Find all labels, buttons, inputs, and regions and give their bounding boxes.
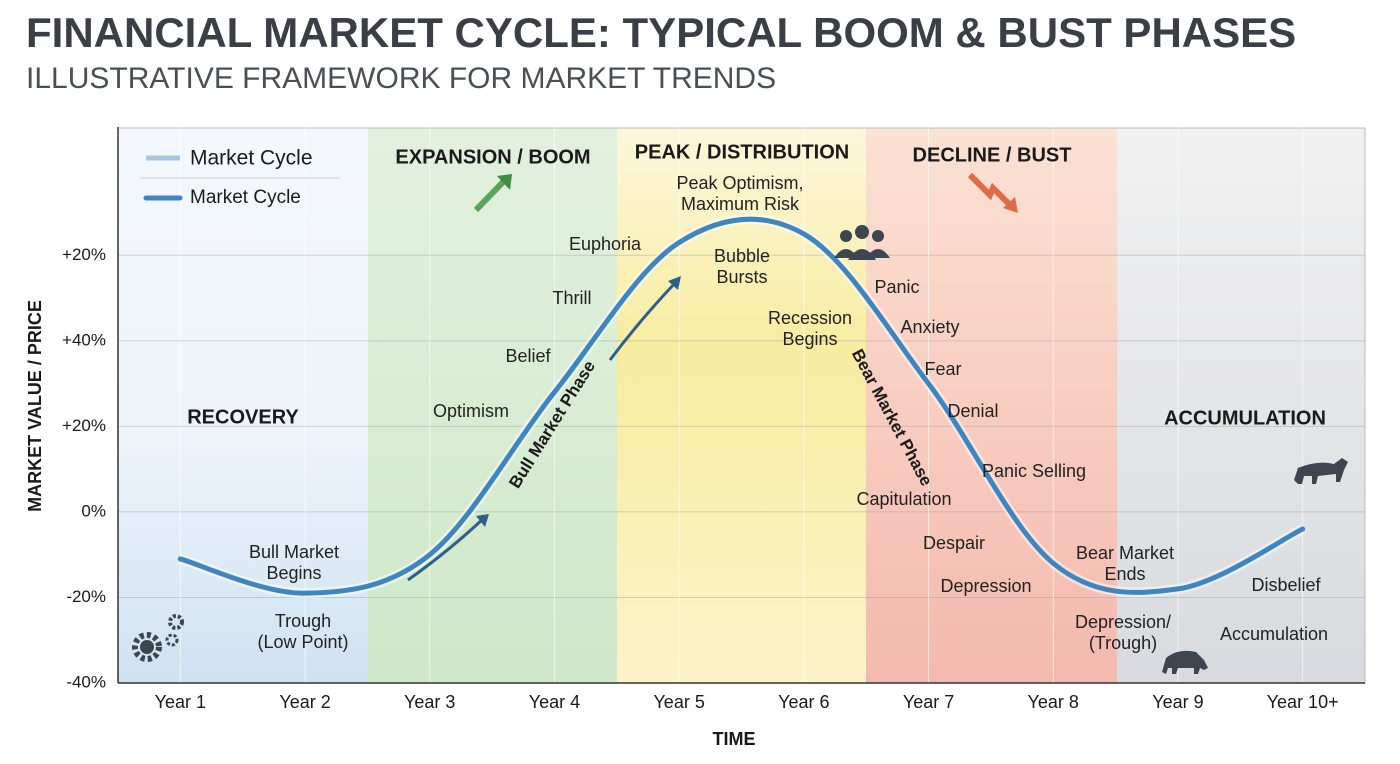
x-tick-label: Year 7 — [903, 692, 954, 712]
boom-arrow — [473, 177, 508, 213]
annotation: (Trough) — [1089, 633, 1157, 653]
x-axis-label: TIME — [713, 729, 756, 749]
phase-label: ACCUMULATION — [1164, 407, 1326, 429]
y-tick-label: +40% — [62, 330, 106, 349]
legend-label: Market Cycle — [190, 187, 301, 208]
x-tick-label: Year 4 — [529, 692, 580, 712]
bull-icon — [1294, 458, 1348, 484]
people-icon — [834, 225, 890, 260]
x-tick-label: Year 9 — [1152, 692, 1203, 712]
annotation: Depression — [940, 576, 1031, 596]
annotation: Panic Selling — [982, 461, 1086, 481]
phase-label: EXPANSION / BOOM — [395, 146, 590, 168]
cycle-line — [177, 216, 1306, 596]
y-axis-label: MARKET VALUE / PRICE — [25, 300, 45, 512]
annotation: Euphoria — [569, 234, 642, 254]
bear-icon — [1162, 650, 1208, 674]
annotation: Recession — [768, 308, 852, 328]
annotation: Ends — [1104, 564, 1145, 584]
x-tick-label: Year 6 — [778, 692, 829, 712]
y-tick-label: -40% — [66, 672, 106, 691]
boom-arrow-head — [497, 174, 512, 190]
annotation: (Low Point) — [257, 632, 348, 652]
y-tick-label: +20% — [62, 245, 106, 264]
bull-arrow-head — [668, 276, 681, 290]
gears-icon — [132, 614, 184, 662]
band — [368, 128, 617, 683]
x-tick-label: Year 3 — [404, 692, 455, 712]
annotation: Bursts — [716, 267, 767, 287]
phase-label: PEAK / DISTRIBUTION — [635, 141, 849, 163]
bull-arrow — [407, 516, 486, 582]
x-tick-label: Year 1 — [155, 692, 206, 712]
annotation: Bear Market — [1076, 543, 1174, 563]
x-tick-label: Year 8 — [1028, 692, 1079, 712]
bull-arrow-head — [476, 514, 489, 527]
phase-label: RECOVERY — [187, 406, 299, 428]
annotation: Fear — [924, 359, 961, 379]
annotation: Peak Optimism, — [676, 173, 803, 193]
bust-arrow — [967, 172, 1013, 208]
phase-label: DECLINE / BUST — [913, 144, 1072, 166]
legend-label: Market Cycle — [190, 147, 313, 170]
annotation: Depression/ — [1075, 612, 1171, 632]
annotation: Trough — [275, 611, 331, 631]
annotation: Optimism — [433, 401, 509, 421]
x-tick-label: Year 5 — [653, 692, 704, 712]
x-tick-label: Year 2 — [279, 692, 330, 712]
bust-arrow-head — [1003, 197, 1018, 213]
legend: Market Cycle Market Cycle — [140, 147, 340, 208]
annotation: Accumulation — [1220, 624, 1328, 644]
annotation: Panic — [874, 277, 919, 297]
annotation: Bull Market — [249, 542, 339, 562]
y-tick-label: -20% — [66, 587, 106, 606]
annotation: Despair — [923, 533, 985, 553]
y-tick-label: 0% — [81, 501, 106, 520]
annotation: Bubble — [714, 246, 770, 266]
annotation: Belief — [505, 346, 551, 366]
chart-subtitle: ILLUSTRATIVE FRAMEWORK FOR MARKET TRENDS — [26, 62, 776, 95]
annotation: Capitulation — [856, 489, 951, 509]
chart-title: FINANCIAL MARKET CYCLE: TYPICAL BOOM & B… — [26, 9, 1296, 56]
annotation: Begins — [782, 329, 837, 349]
annotation: Anxiety — [900, 317, 959, 337]
annotation: Maximum Risk — [681, 194, 800, 214]
band — [866, 128, 1117, 683]
band — [1117, 128, 1365, 683]
y-tick-label: +20% — [62, 416, 106, 435]
annotation: Thrill — [553, 288, 592, 308]
x-tick-label: Year 10+ — [1267, 692, 1339, 712]
annotation: Begins — [266, 563, 321, 583]
bull-arrow — [608, 280, 678, 361]
annotation: Disbelief — [1251, 575, 1321, 595]
annotation: Denial — [947, 401, 998, 421]
